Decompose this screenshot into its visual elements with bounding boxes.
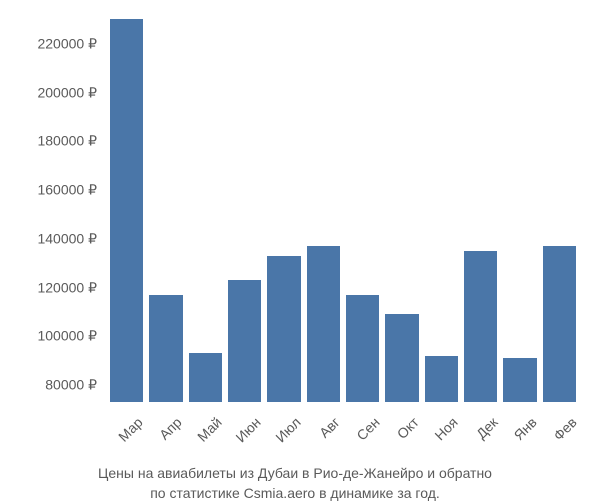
- x-tick-label: Май: [190, 414, 225, 449]
- x-tick-label: Июн: [229, 414, 264, 449]
- y-tick-label: 200000 ₽: [37, 84, 97, 101]
- bar: [346, 295, 379, 402]
- bar: [228, 280, 261, 402]
- y-tick-label: 180000 ₽: [37, 133, 97, 150]
- y-tick-label: 240000 ₽: [37, 0, 97, 4]
- x-tick-label: Ноя: [426, 414, 461, 449]
- x-tick-label: Авг: [308, 414, 343, 449]
- y-tick-label: 220000 ₽: [37, 35, 97, 52]
- bar: [189, 353, 222, 402]
- x-tick-label: Окт: [387, 414, 422, 449]
- bars-area: [105, 12, 580, 402]
- x-axis: МарАпрМайИюнИюлАвгСенОктНояДекЯнвФев: [10, 406, 580, 422]
- x-tick-label: Сен: [347, 414, 382, 449]
- y-tick-label: 80000 ₽: [45, 377, 97, 394]
- bar: [543, 246, 576, 402]
- y-tick-label: 160000 ₽: [37, 182, 97, 199]
- x-tick-label: Янв: [505, 414, 540, 449]
- bar: [267, 256, 300, 402]
- y-tick-label: 140000 ₽: [37, 230, 97, 247]
- x-tick-label: Июл: [268, 414, 303, 449]
- bar: [464, 251, 497, 402]
- x-tick-label: Фев: [544, 414, 579, 449]
- plot-area: 80000 ₽ 100000 ₽ 120000 ₽ 140000 ₽ 160000 ₽ 1…: [10, 12, 580, 402]
- y-axis: 80000 ₽ 100000 ₽ 120000 ₽ 140000 ₽ 160000 ₽ 1…: [10, 12, 105, 402]
- bar: [149, 295, 182, 402]
- y-tick-label: 120000 ₽: [37, 279, 97, 296]
- chart-caption: Цены на авиабилеты из Дубаи в Рио-де-Жан…: [10, 464, 580, 503]
- bar: [307, 246, 340, 402]
- bar: [110, 19, 143, 402]
- caption-line-2: по статистике Csmia.aero в динамике за г…: [150, 485, 440, 501]
- bars-row: [106, 12, 580, 402]
- bar: [385, 314, 418, 402]
- y-tick-label: 100000 ₽: [37, 328, 97, 345]
- bar: [425, 356, 458, 402]
- price-chart: 80000 ₽ 100000 ₽ 120000 ₽ 140000 ₽ 160000 ₽ 1…: [0, 0, 600, 500]
- caption-line-1: Цены на авиабилеты из Дубаи в Рио-де-Жан…: [98, 465, 492, 481]
- x-tick-label: Мар: [111, 414, 146, 449]
- bar: [503, 358, 536, 402]
- x-tick-label: Дек: [466, 414, 501, 449]
- x-tick-label: Апр: [150, 414, 185, 449]
